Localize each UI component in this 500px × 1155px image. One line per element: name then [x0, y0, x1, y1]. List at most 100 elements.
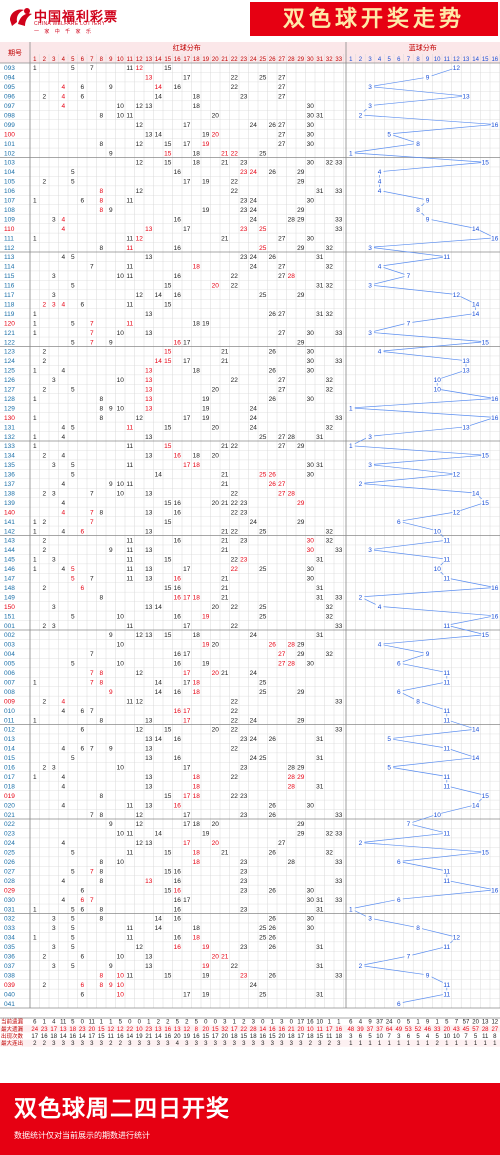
- blue-ball-marker: [366, 432, 374, 440]
- stats-blue-value: 3: [349, 1034, 353, 1040]
- red-ball-number: 32: [326, 283, 334, 290]
- blue-ball-number: 4: [378, 179, 382, 186]
- stats-blue-value: 12: [491, 1020, 498, 1026]
- blue-ball-number: 10: [434, 528, 442, 535]
- stats-red-value: 16: [193, 1034, 200, 1040]
- red-ball-number: 8: [99, 793, 103, 800]
- blue-ball-number: 11: [443, 717, 450, 724]
- blue-ball-number: 6: [397, 661, 401, 668]
- red-ball-number: 11: [126, 698, 133, 705]
- red-ball-number: 11: [126, 557, 133, 564]
- red-ball-number: 22: [231, 774, 239, 781]
- red-number-header-8: 8: [100, 57, 104, 63]
- red-ball-number: 21: [221, 670, 229, 677]
- stats-blue-value: 1: [426, 1041, 430, 1047]
- red-ball-number: 13: [145, 254, 153, 261]
- red-ball-number: 33: [335, 897, 343, 904]
- blue-number-header-14: 14: [472, 57, 479, 63]
- blue-ball-marker: [452, 508, 461, 516]
- red-ball-number: 2: [42, 547, 46, 554]
- stats-blue-value: 45: [463, 1027, 470, 1033]
- stats-blue-value: 1: [436, 1020, 440, 1026]
- blue-ball-marker: [452, 470, 461, 478]
- stats-red-value: 10: [307, 1027, 314, 1033]
- red-ball-number: 10: [117, 831, 125, 838]
- red-ball-number: 25: [259, 472, 267, 479]
- red-number-header-20: 20: [212, 57, 219, 63]
- red-ball-number: 29: [297, 821, 305, 828]
- blue-ball-number: 3: [368, 245, 372, 252]
- red-ball-number: 31: [316, 112, 324, 119]
- red-ball-number: 19: [202, 405, 210, 412]
- stats-red-value: 3: [299, 1041, 303, 1047]
- stats-red-value: 1: [233, 1020, 237, 1026]
- red-ball-number: 11: [126, 65, 133, 72]
- red-ball-number: 20: [212, 453, 220, 460]
- red-ball-number: 13: [145, 632, 153, 639]
- red-ball-number: 26: [269, 254, 277, 261]
- blue-ball-number: 11: [443, 868, 450, 875]
- blue-number-header-9: 9: [426, 57, 430, 63]
- red-ball-number: 17: [183, 651, 191, 658]
- period-label: 005: [4, 661, 15, 668]
- red-ball-number: 5: [71, 963, 75, 970]
- red-ball-number: 31: [316, 254, 324, 261]
- blue-ball-marker: [452, 291, 461, 299]
- blue-number-header-8: 8: [416, 57, 420, 63]
- red-ball-number: 26: [269, 887, 277, 894]
- period-label: 002: [4, 632, 15, 639]
- red-ball-number: 12: [136, 188, 144, 195]
- red-ball-number: 3: [52, 916, 56, 923]
- stats-red-value: 15: [212, 1027, 219, 1033]
- red-number-header-29: 29: [297, 57, 304, 63]
- stats-red-value: 18: [69, 1027, 76, 1033]
- stats-red-value: 12: [117, 1027, 124, 1033]
- period-label: 008: [4, 689, 15, 696]
- blue-ball-number: 3: [368, 547, 372, 554]
- red-ball-number: 24: [250, 254, 258, 261]
- stats-blue-value: 37: [376, 1027, 383, 1033]
- stats-red-value: 3: [223, 1041, 227, 1047]
- red-ball-number: 29: [297, 774, 305, 781]
- red-ball-number: 27: [278, 387, 286, 394]
- stats-red-value: 3: [252, 1041, 256, 1047]
- stats-red-value: 13: [174, 1027, 181, 1033]
- red-ball-number: 30: [307, 141, 315, 148]
- red-ball-number: 17: [183, 462, 191, 469]
- red-ball-number: 3: [52, 216, 56, 223]
- blue-ball-number: 14: [472, 226, 480, 233]
- red-ball-number: 9: [109, 547, 113, 554]
- red-ball-number: 24: [250, 169, 258, 176]
- blue-ball-marker: [366, 243, 374, 251]
- red-ball-number: 16: [174, 169, 182, 176]
- red-ball-number: 32: [326, 604, 334, 611]
- stats-red-value: 28: [250, 1027, 257, 1033]
- red-ball-number: 3: [52, 292, 56, 299]
- period-label: 126: [4, 377, 15, 384]
- red-ball-number: 16: [174, 935, 182, 942]
- red-number-header-12: 12: [136, 57, 143, 63]
- red-ball-number: 10: [117, 765, 125, 772]
- stats-blue-value: 1: [388, 1041, 392, 1047]
- red-ball-number: 5: [71, 868, 75, 875]
- red-ball-number: 11: [126, 245, 133, 252]
- red-ball-number: 10: [117, 377, 125, 384]
- red-ball-number: 8: [99, 670, 103, 677]
- blue-ball-marker: [471, 489, 480, 497]
- red-ball-number: 16: [174, 453, 182, 460]
- red-ball-number: 2: [42, 301, 46, 308]
- red-ball-number: 1: [33, 906, 37, 913]
- red-ball-number: 29: [297, 216, 305, 223]
- red-ball-number: 25: [259, 755, 267, 762]
- red-ball-number: 16: [174, 84, 182, 91]
- stats-blue-value: 10: [443, 1034, 450, 1040]
- blue-ball-marker: [471, 224, 480, 232]
- red-ball-number: 22: [231, 443, 239, 450]
- stats-red-value: 16: [278, 1027, 285, 1033]
- blue-ball-number: 15: [482, 632, 490, 639]
- period-label: 013: [4, 736, 15, 743]
- red-ball-number: 4: [61, 840, 65, 847]
- red-ball-number: 5: [71, 387, 75, 394]
- red-ball-number: 17: [183, 708, 191, 715]
- blue-ball-marker: [481, 338, 490, 346]
